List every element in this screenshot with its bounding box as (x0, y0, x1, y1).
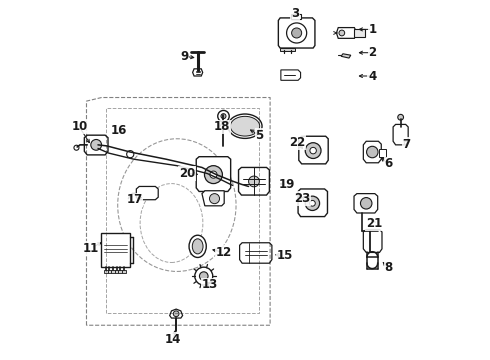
Polygon shape (170, 309, 183, 318)
Text: 9: 9 (180, 50, 188, 63)
Bar (111, 270, 115, 273)
Polygon shape (354, 194, 378, 213)
Circle shape (91, 139, 101, 150)
Text: 6: 6 (384, 157, 392, 170)
Bar (379, 149, 386, 157)
Text: 12: 12 (216, 246, 232, 259)
Circle shape (287, 23, 307, 43)
Circle shape (339, 30, 344, 36)
Polygon shape (337, 28, 357, 39)
Polygon shape (299, 136, 328, 164)
Bar (115, 270, 119, 273)
Circle shape (310, 201, 315, 206)
Polygon shape (280, 48, 295, 51)
Bar (291, 14, 301, 19)
Text: 14: 14 (165, 333, 181, 346)
Text: 20: 20 (179, 167, 195, 180)
Text: 3: 3 (291, 7, 299, 20)
Ellipse shape (192, 239, 203, 254)
Circle shape (398, 114, 403, 120)
Circle shape (199, 272, 208, 280)
Bar (108, 270, 111, 273)
Bar (101, 233, 130, 267)
Text: 15: 15 (276, 249, 293, 262)
Circle shape (292, 28, 302, 38)
Polygon shape (193, 69, 203, 76)
Text: 13: 13 (202, 278, 218, 291)
Circle shape (74, 145, 79, 150)
Polygon shape (278, 18, 315, 48)
Polygon shape (202, 191, 224, 206)
Polygon shape (84, 135, 108, 155)
Circle shape (210, 194, 220, 204)
Polygon shape (136, 186, 158, 200)
Text: 22: 22 (289, 136, 305, 149)
Ellipse shape (228, 114, 262, 138)
Text: 17: 17 (126, 193, 143, 206)
Bar (119, 270, 122, 273)
Text: 23: 23 (294, 192, 311, 205)
Circle shape (173, 311, 179, 317)
Polygon shape (393, 125, 408, 145)
Polygon shape (298, 189, 327, 217)
Circle shape (195, 267, 213, 285)
Text: 16: 16 (111, 124, 127, 137)
Bar (104, 270, 108, 273)
Circle shape (305, 196, 319, 211)
Bar (354, 29, 365, 37)
Text: 8: 8 (384, 261, 392, 274)
Circle shape (310, 147, 317, 154)
Polygon shape (281, 70, 300, 80)
Bar (122, 270, 125, 273)
Text: 21: 21 (366, 217, 382, 230)
Text: 7: 7 (402, 138, 411, 150)
Circle shape (305, 143, 321, 158)
Polygon shape (341, 54, 351, 58)
Text: 18: 18 (214, 121, 230, 134)
Text: 4: 4 (368, 69, 376, 82)
Text: 5: 5 (255, 129, 264, 142)
Circle shape (218, 111, 229, 122)
Ellipse shape (189, 235, 206, 257)
Polygon shape (364, 141, 381, 163)
Circle shape (367, 146, 378, 158)
Polygon shape (364, 229, 382, 252)
Circle shape (248, 176, 259, 187)
Circle shape (210, 171, 217, 178)
Text: 10: 10 (71, 121, 87, 134)
Text: 11: 11 (83, 242, 99, 255)
Text: 19: 19 (279, 178, 295, 191)
Polygon shape (196, 157, 231, 192)
Circle shape (361, 198, 372, 209)
Polygon shape (239, 167, 270, 195)
Circle shape (221, 114, 226, 119)
Circle shape (204, 166, 222, 184)
Circle shape (126, 150, 134, 158)
Ellipse shape (230, 116, 260, 136)
Text: 2: 2 (368, 46, 376, 59)
Polygon shape (240, 243, 272, 263)
Text: 1: 1 (368, 23, 376, 36)
